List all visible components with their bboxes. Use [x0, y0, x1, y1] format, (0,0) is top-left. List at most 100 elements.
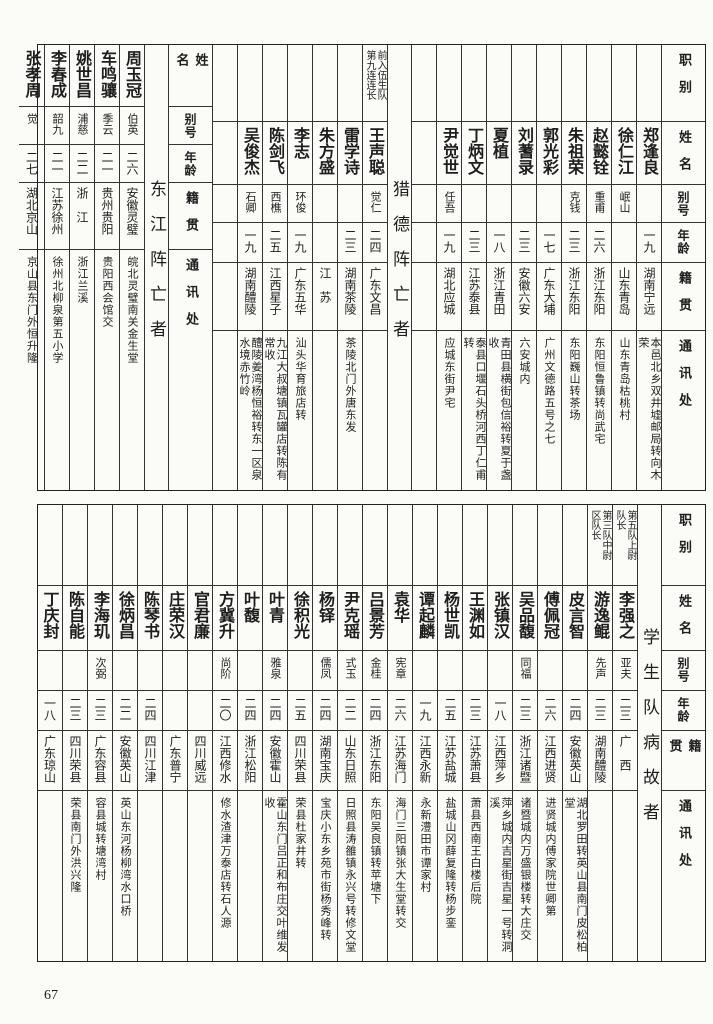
person-alias: 韶九: [51, 113, 64, 135]
person-name: 丁炳文: [465, 127, 484, 175]
cell-age: 二六: [587, 223, 611, 263]
cell-age: 二四: [363, 223, 387, 263]
cell-title: [637, 45, 661, 122]
table-row: 徐积光 二五 四川荣县 荣县杜家井转: [287, 505, 312, 961]
header-label-origin: 籍贯: [676, 271, 691, 325]
cell-alias: [512, 185, 536, 223]
cell-name: 傅佩冠: [538, 586, 562, 651]
person-origin: 浙江松阳: [243, 735, 257, 783]
cell-name: 徐炳昌: [113, 586, 137, 651]
cell-alias: [488, 651, 512, 691]
cell-title: [563, 505, 587, 586]
person-age: 二七: [24, 151, 39, 175]
person-address: 本邑北乡双井墟邮局转向木荣: [637, 337, 661, 481]
cell-origin: 安徽六安: [512, 263, 536, 331]
person-origin: 江西修水: [218, 735, 232, 783]
header-label-name: 姓名: [173, 53, 208, 80]
table-row: 傅佩冠 二六 江西进贤 进贤城内傅家院世卿第: [537, 505, 562, 961]
cell-origin: 江苏盐城: [438, 731, 462, 791]
person-address: 进贤城内傅家院世卿第: [544, 797, 557, 917]
header-cell-origin: 籍贯: [662, 731, 705, 791]
person-origin: 广东容县: [93, 735, 107, 783]
section-title-dongjiang: 东江阵亡者: [144, 45, 168, 490]
person-alias: 式玉: [344, 657, 357, 679]
cell-origin: 安徽霍山: [263, 731, 287, 791]
cell-address: 萧县西南王白楼后院: [463, 791, 487, 961]
cell-age: 二三: [562, 223, 586, 263]
table-row: 官君廉 四川威远: [187, 505, 212, 961]
cell-name: 赵懿铨: [587, 122, 611, 185]
cell-name: 陈自能: [63, 586, 87, 651]
cell-address: 修水渣津万泰店转石人源: [213, 791, 237, 961]
person-name: 庄荣汉: [166, 591, 185, 639]
cell-title: [238, 45, 262, 122]
table-row: 郭光彩 一七 广东大埔 广州文德路五号之七: [536, 45, 561, 490]
cell-origin: 广东普宁: [163, 731, 187, 791]
table-row: 陈自能 二三 四川荣县 荣县南门外洪兴隆: [62, 505, 87, 961]
cell-age: 一八: [488, 691, 512, 731]
section-title: 东江阵亡者: [146, 180, 166, 355]
cell-address: 东阳吴良镇转苹塘下: [363, 791, 387, 961]
cell-address: 进贤城内傅家院世卿第: [538, 791, 562, 961]
cell-address: 永新澧田市谭家村: [413, 791, 437, 961]
header-label-address: 通讯处: [676, 339, 691, 420]
table-row: 徐仁江 岷山 山东青岛 山东青岛枯桃村: [611, 45, 636, 490]
person-origin: 广东大埔: [542, 267, 556, 315]
cell-origin: 四川荣县: [63, 731, 87, 791]
person-origin: 江西永新: [418, 735, 432, 783]
cell-alias: [188, 651, 212, 691]
header-cell-title: 职别: [662, 505, 705, 586]
cell-age: 二三: [613, 691, 637, 731]
cell-alias: [63, 651, 87, 691]
cell-age: 二四: [563, 691, 587, 731]
cell-origin: 安徽英山: [563, 731, 587, 791]
person-address: 盐城山冈薛复隆转杨步銮: [444, 797, 457, 929]
cell-origin: 湖北应城: [437, 263, 461, 331]
person-age: 一九: [442, 229, 456, 253]
cell-origin: 湖北京山: [19, 183, 44, 250]
cell-age: 二四: [138, 691, 162, 731]
table-row: 杨世凯 二五 江苏盐城 盐城山冈薛复隆转杨步銮: [437, 505, 462, 961]
person-origin: 湖南茶陵: [343, 267, 357, 315]
person-address: 皖北灵璧南关金生堂: [126, 256, 139, 364]
cell-origin: 广东容县: [88, 731, 112, 791]
cell-alias: [637, 185, 661, 223]
person-name: 尹觉世: [440, 127, 459, 175]
cell-name: 车鸣骧: [95, 45, 119, 107]
cell-age: 二三: [88, 691, 112, 731]
cell-origin: 江西修水: [213, 731, 237, 791]
table-row: 谭起麟 一九 江西永新 永新澧田市谭家村: [412, 505, 437, 961]
cell-name: 张孝周: [19, 45, 44, 107]
cell-name: 官君廉: [188, 586, 212, 651]
person-age: 一八: [42, 697, 57, 721]
cell-origin: 江西进贤: [538, 731, 562, 791]
header-cell-name: 姓名: [662, 122, 705, 185]
cell-alias: [462, 185, 486, 223]
cell-title: [213, 505, 237, 586]
cell-address: 容县城转塘湾村: [88, 791, 112, 961]
cell-origin: 四川江津: [138, 731, 162, 791]
person-origin: 广 西: [618, 735, 632, 771]
table-row: 徐炳昌 二二 安徽英山 英山东河杨柳湾水口桥: [112, 505, 137, 961]
person-age: 二四: [368, 229, 382, 253]
cell-alias: 克钱: [562, 185, 586, 223]
cell-address: 霍山东门吕正和布庄交叶维发收: [263, 791, 287, 961]
person-name: 尹克瑶: [341, 591, 360, 639]
person-origin: 江苏萧县: [468, 735, 482, 783]
header-label-address: 通讯处: [676, 799, 691, 880]
person-name: 吴俊杰: [241, 127, 260, 175]
person-origin: 四川威远: [193, 735, 207, 783]
cell-alias: 同福: [513, 651, 537, 691]
person-alias: 先声: [594, 657, 607, 679]
cell-origin: 江西永新: [413, 731, 437, 791]
cell-address: 茶陵北门外唐东发: [338, 331, 362, 490]
person-alias: 觉仁: [369, 191, 382, 213]
cell-title: 第三队中尉 区队长: [588, 505, 612, 586]
person-origin: 江西进贤: [543, 735, 557, 783]
blank-cell: [412, 331, 436, 490]
table-row: 陈琴书 二四 四川江津: [137, 505, 162, 961]
header-column: 职别 姓名 别号 年龄 籍贯 通讯处: [661, 505, 705, 961]
blank-cell: [412, 223, 436, 263]
blank-cell: [412, 122, 436, 185]
header-cell-address: 通讯处: [662, 791, 705, 961]
